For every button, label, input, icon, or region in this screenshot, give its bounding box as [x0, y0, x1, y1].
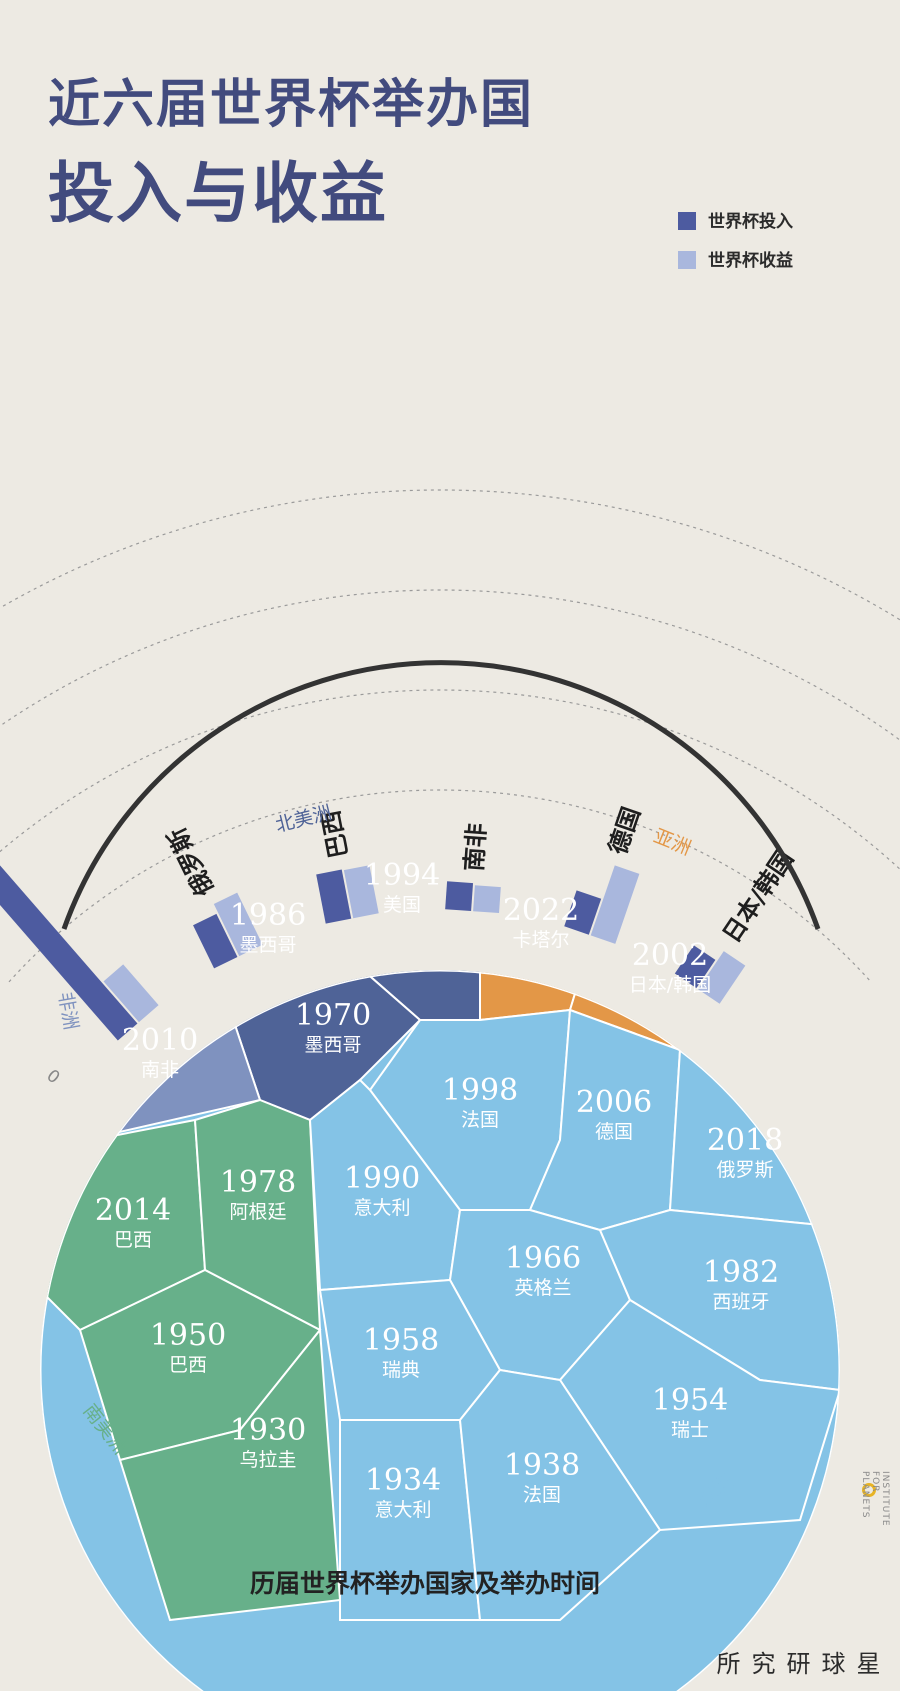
gridline — [8, 789, 872, 983]
bar-investment — [674, 945, 716, 989]
bar-group: 南非 — [445, 822, 501, 914]
cell-year: 2002 — [632, 938, 708, 973]
legend-swatch-revenue — [678, 251, 696, 269]
cell-country: 阿根廷 — [229, 1201, 286, 1223]
cell-year: 1978 — [220, 1165, 296, 1200]
cell-year: 1966 — [505, 1241, 581, 1276]
cell-year: 2022 — [503, 893, 579, 928]
gridline — [0, 489, 900, 621]
brand-name: 星球研究所 — [712, 1651, 880, 1677]
cell-country: 美国 — [383, 894, 421, 916]
cell-country: 乌拉圭 — [239, 1449, 296, 1471]
gridline — [0, 589, 900, 741]
bar-investment — [564, 890, 602, 935]
cell-country: 德国 — [595, 1121, 633, 1143]
bar-revenue — [343, 865, 379, 919]
bar-revenue — [213, 892, 263, 957]
cell-year: 1938 — [504, 1448, 580, 1483]
bar-investment — [193, 913, 238, 969]
bar-revenue — [103, 964, 159, 1023]
legend-item-investment: 世界杯投入 — [678, 207, 793, 232]
cell-country: 意大利 — [353, 1197, 410, 1219]
legend-label-investment: 世界杯投入 — [708, 212, 793, 232]
cell-country: 英格兰 — [514, 1277, 571, 1299]
bar-investment — [445, 881, 474, 912]
cell-country: 西班牙 — [712, 1291, 769, 1313]
outer-arc — [61, 660, 821, 930]
group-label: 亚洲 — [651, 825, 694, 860]
legend-swatch-investment — [678, 212, 696, 230]
cell-country: 南非 — [141, 1059, 179, 1081]
cell-year: 2018 — [707, 1123, 783, 1158]
cell-year: 1982 — [703, 1255, 779, 1290]
treemap-circle — [40, 970, 840, 1691]
cell-country: 法国 — [523, 1484, 561, 1506]
cell-year: 1986 — [230, 898, 306, 933]
brand-name-en: INSTITUTE FOR PLANETS — [860, 1471, 890, 1527]
bar-group: 巴西 — [316, 808, 379, 924]
treemap-title: 历届世界杯举办国家及举办时间 — [250, 1569, 600, 1598]
cell-year: 1954 — [652, 1383, 728, 1418]
cell-year: 2014 — [95, 1193, 171, 1228]
bar-group: 卡塔尔 — [0, 676, 159, 1041]
cell-year: 1958 — [363, 1323, 439, 1358]
treemap-cell — [118, 1327, 342, 1622]
cell-year: 1990 — [344, 1161, 420, 1196]
cell-year: 1934 — [365, 1463, 441, 1498]
category-label: 德国 — [604, 803, 646, 858]
radial-gridlines: 0500100015002000（亿美元） — [0, 489, 900, 1086]
bar-investment — [316, 869, 352, 924]
cell-country: 墨西哥 — [239, 934, 296, 956]
category-label: 俄罗斯 — [163, 823, 220, 901]
cell-year: 1998 — [442, 1073, 518, 1108]
cell-country: 日本/韩国 — [629, 974, 711, 996]
cell-country: 巴西 — [114, 1229, 152, 1251]
cell-country: 卡塔尔 — [512, 929, 569, 951]
title-line-1: 近六届世界杯举办国 — [48, 75, 535, 135]
cell-year: 1950 — [150, 1318, 226, 1353]
cell-year: 1970 — [295, 998, 371, 1033]
treemap-cell — [458, 1368, 662, 1621]
group-label: 非洲 — [54, 990, 82, 1031]
cell-country: 意大利 — [374, 1499, 431, 1521]
treemap-cell — [149, 970, 342, 1012]
cell-country: 巴西 — [169, 1354, 207, 1376]
title-line-2: 投入与收益 — [48, 155, 388, 232]
cell-country: 瑞士 — [671, 1419, 709, 1441]
cell-year: 1930 — [230, 1413, 306, 1448]
cell-country: 墨西哥 — [304, 1034, 361, 1056]
cell-year: 1994 — [364, 858, 440, 893]
cell-country: 俄罗斯 — [716, 1159, 773, 1181]
brand-dot-icon — [862, 1483, 876, 1497]
cell-country: 法国 — [461, 1109, 499, 1131]
cell-year: 2006 — [576, 1085, 652, 1120]
bar-revenue — [698, 951, 746, 1004]
cell-year: 2010 — [122, 1023, 198, 1058]
gridline — [0, 689, 900, 871]
bar-revenue — [590, 865, 640, 944]
cell-country: 瑞典 — [382, 1359, 420, 1381]
legend-label-revenue: 世界杯收益 — [708, 251, 793, 271]
bar-investment — [0, 676, 138, 1041]
category-label: 南非 — [460, 822, 491, 872]
bar-revenue — [473, 885, 501, 914]
legend-item-revenue: 世界杯收益 — [678, 246, 793, 271]
y-tick-label: 0 — [44, 1064, 65, 1086]
treemap-cell — [193, 1098, 322, 1332]
